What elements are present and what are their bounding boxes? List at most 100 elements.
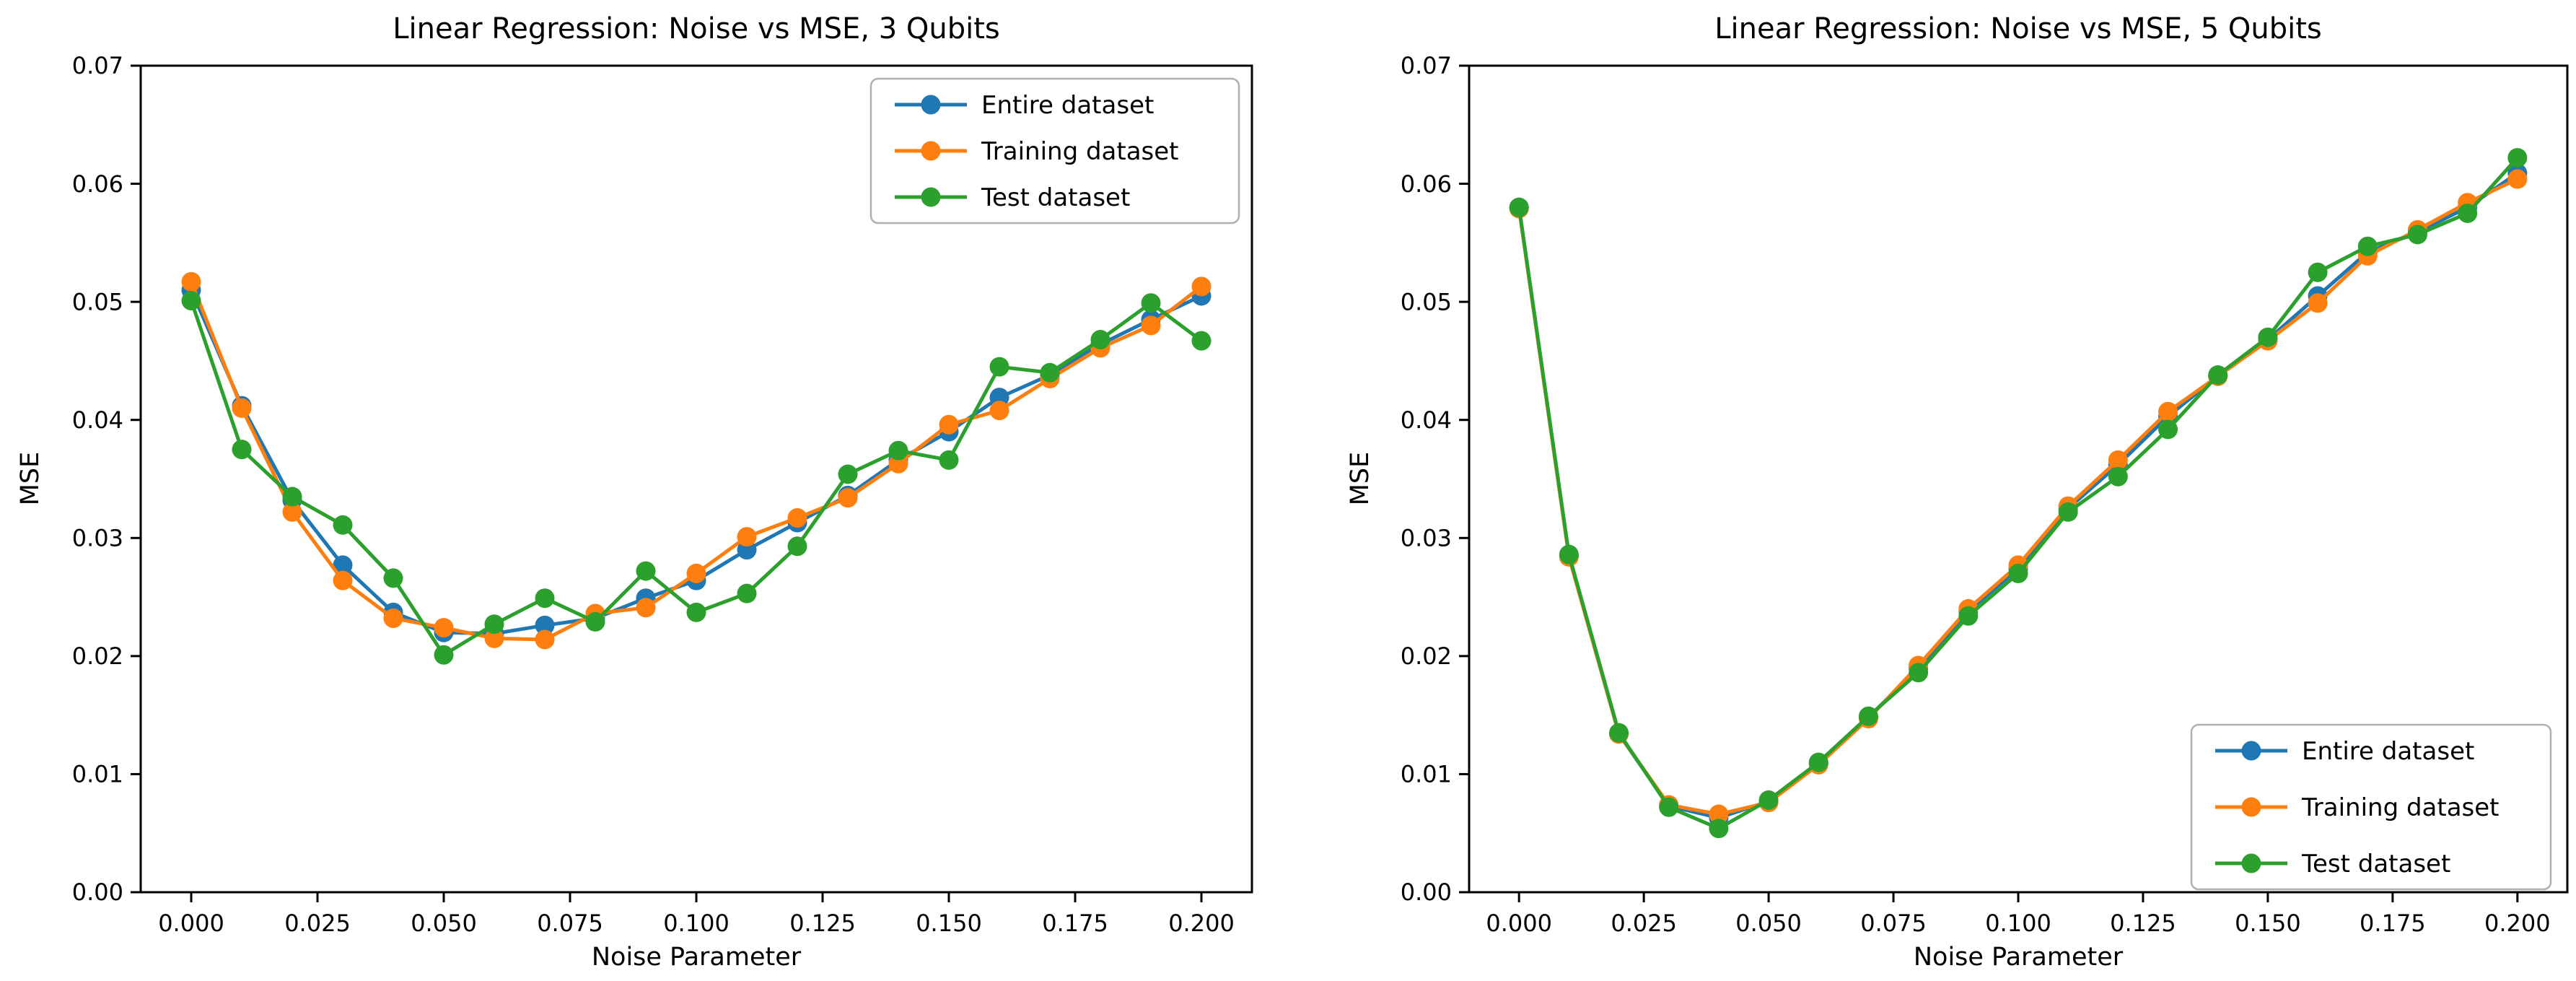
series-marker-test-dataset — [2458, 203, 2478, 223]
series-marker-test-dataset — [1509, 197, 1529, 217]
series-marker-test-dataset — [2058, 502, 2078, 522]
y-tick-label: 0.03 — [72, 524, 123, 551]
series-marker-test-dataset — [737, 583, 757, 603]
series-marker-training-dataset — [2507, 169, 2528, 189]
legend-box — [869, 77, 1240, 224]
legend-entry-test-dataset: Test dataset — [895, 183, 1130, 212]
y-tick-label: 0.01 — [72, 761, 123, 788]
y-tick-label: 0.07 — [1401, 52, 1452, 79]
series-line-training-dataset — [1517, 177, 2520, 816]
x-axis-ticks: 0.000 0.025 0.050 0.075 0.100 0.125 0.150 0.175… — [158, 892, 1235, 937]
legend-entry-entire-dataset: Entire dataset — [2215, 737, 2474, 766]
y-tick-label: 0.04 — [72, 406, 123, 434]
series-marker-training-dataset — [1141, 315, 1161, 336]
series-marker-test-dataset — [1758, 790, 1779, 810]
y-tick-label: 0.07 — [72, 52, 123, 79]
x-tick-label: 0.125 — [2110, 910, 2176, 937]
series-marker-training-dataset — [181, 271, 201, 292]
y-tick-label: 0.02 — [72, 642, 123, 670]
series-marker-test-dataset — [1858, 706, 1878, 726]
x-tick-label: 0.075 — [1860, 910, 1927, 937]
y-tick-label: 0.06 — [72, 170, 123, 198]
y-tick-label: 0.02 — [1401, 642, 1452, 670]
left-chart-ylabel: MSE — [16, 451, 45, 506]
x-tick-label: 0.200 — [1168, 910, 1235, 937]
axes-frame — [139, 64, 1253, 894]
series-marker-entire-dataset — [333, 555, 353, 575]
series-marker-test-dataset — [838, 464, 858, 484]
series-marker-test-dataset — [434, 645, 454, 665]
legend-label: Entire dataset — [2302, 737, 2474, 766]
series-marker-test-dataset — [1709, 819, 1729, 839]
left-chart-title: Linear Regression: Noise vs MSE, 3 Qubit… — [393, 12, 1000, 45]
y-tick-label: 0.00 — [1401, 878, 1452, 906]
series-marker-training-dataset — [737, 527, 757, 547]
series-marker-training-dataset — [989, 401, 1009, 421]
series-marker-test-dataset — [1559, 544, 1579, 564]
x-tick-label: 0.100 — [663, 910, 730, 937]
series-marker-training-dataset — [787, 507, 807, 528]
series-marker-training-dataset — [838, 488, 858, 508]
legend-label: Entire dataset — [981, 91, 1154, 120]
series-marker-test-dataset — [2158, 419, 2178, 440]
series-marker-training-dataset — [2158, 401, 2178, 422]
series-marker-test-dataset — [1090, 329, 1110, 349]
x-tick-label: 0.025 — [1611, 910, 1677, 937]
legend-label: Training dataset — [2301, 793, 2500, 822]
legend-marker-icon — [921, 141, 941, 161]
series-line-test-dataset — [189, 299, 1204, 657]
series-marker-training-dataset — [1709, 804, 1729, 824]
series-marker-test-dataset — [484, 614, 504, 635]
x-tick-label: 0.000 — [1486, 910, 1552, 937]
series-marker-test-dataset — [1958, 606, 1979, 626]
right-chart-ylabel: MSE — [1346, 451, 1375, 506]
series-marker-training-dataset — [1191, 276, 1212, 297]
y-tick-label: 0.01 — [1401, 761, 1452, 788]
axes-frame — [1468, 64, 2569, 894]
legend-entry-test-dataset: Test dataset — [2215, 850, 2450, 878]
series-marker-test-dataset — [2308, 262, 2328, 282]
y-tick-label: 0.05 — [1401, 288, 1452, 315]
x-tick-label: 0.025 — [284, 910, 351, 937]
x-tick-label: 0.100 — [1985, 910, 2051, 937]
series-marker-test-dataset — [1141, 293, 1161, 313]
y-tick-label: 0.03 — [1401, 524, 1452, 551]
series-marker-entire-dataset — [535, 615, 555, 635]
series-marker-test-dataset — [2357, 236, 2378, 256]
x-tick-label: 0.150 — [916, 910, 982, 937]
x-tick-label: 0.050 — [411, 910, 477, 937]
series-marker-test-dataset — [1659, 797, 1679, 817]
series-test-dataset — [181, 291, 1212, 665]
series-marker-training-dataset — [333, 570, 353, 590]
x-tick-label: 0.175 — [1042, 910, 1108, 937]
y-tick-label: 0.05 — [72, 288, 123, 315]
legend-marker-icon — [921, 187, 941, 207]
x-axis-ticks: 0.000 0.025 0.050 0.075 0.100 0.125 0.150 0.175… — [1486, 892, 2551, 937]
left-chart-xlabel: Noise Parameter — [591, 943, 802, 972]
x-tick-label: 0.075 — [537, 910, 603, 937]
series-marker-training-dataset — [434, 618, 454, 638]
series-marker-training-dataset — [484, 628, 504, 648]
series-marker-test-dataset — [181, 291, 201, 311]
series-marker-training-dataset — [535, 629, 555, 650]
legend-marker-icon — [2241, 853, 2261, 873]
series-marker-training-dataset — [2108, 450, 2128, 470]
series-marker-training-dataset — [939, 414, 959, 435]
legend-upper-right: Entire dataset Training dataset Test datas… — [869, 77, 1240, 224]
series-marker-test-dataset — [232, 440, 252, 460]
right-chart-xlabel: Noise Parameter — [1913, 943, 2124, 972]
series-marker-training-dataset — [282, 502, 302, 522]
x-tick-label: 0.200 — [2484, 910, 2551, 937]
series-test-dataset — [1509, 148, 2528, 839]
x-tick-label: 0.000 — [158, 910, 224, 937]
x-tick-label: 0.150 — [2235, 910, 2301, 937]
y-tick-label: 0.00 — [72, 878, 123, 906]
series-marker-training-dataset — [636, 598, 656, 618]
left-chart-plot-area: 0.000 0.025 0.050 0.075 0.100 0.125 0.150 0.175… — [72, 52, 1253, 937]
series-marker-test-dataset — [383, 568, 403, 588]
y-tick-label: 0.04 — [1401, 406, 1452, 434]
legend-entry-training-dataset: Training dataset — [895, 137, 1179, 166]
series-marker-training-dataset — [686, 563, 706, 583]
series-marker-test-dataset — [787, 536, 807, 557]
